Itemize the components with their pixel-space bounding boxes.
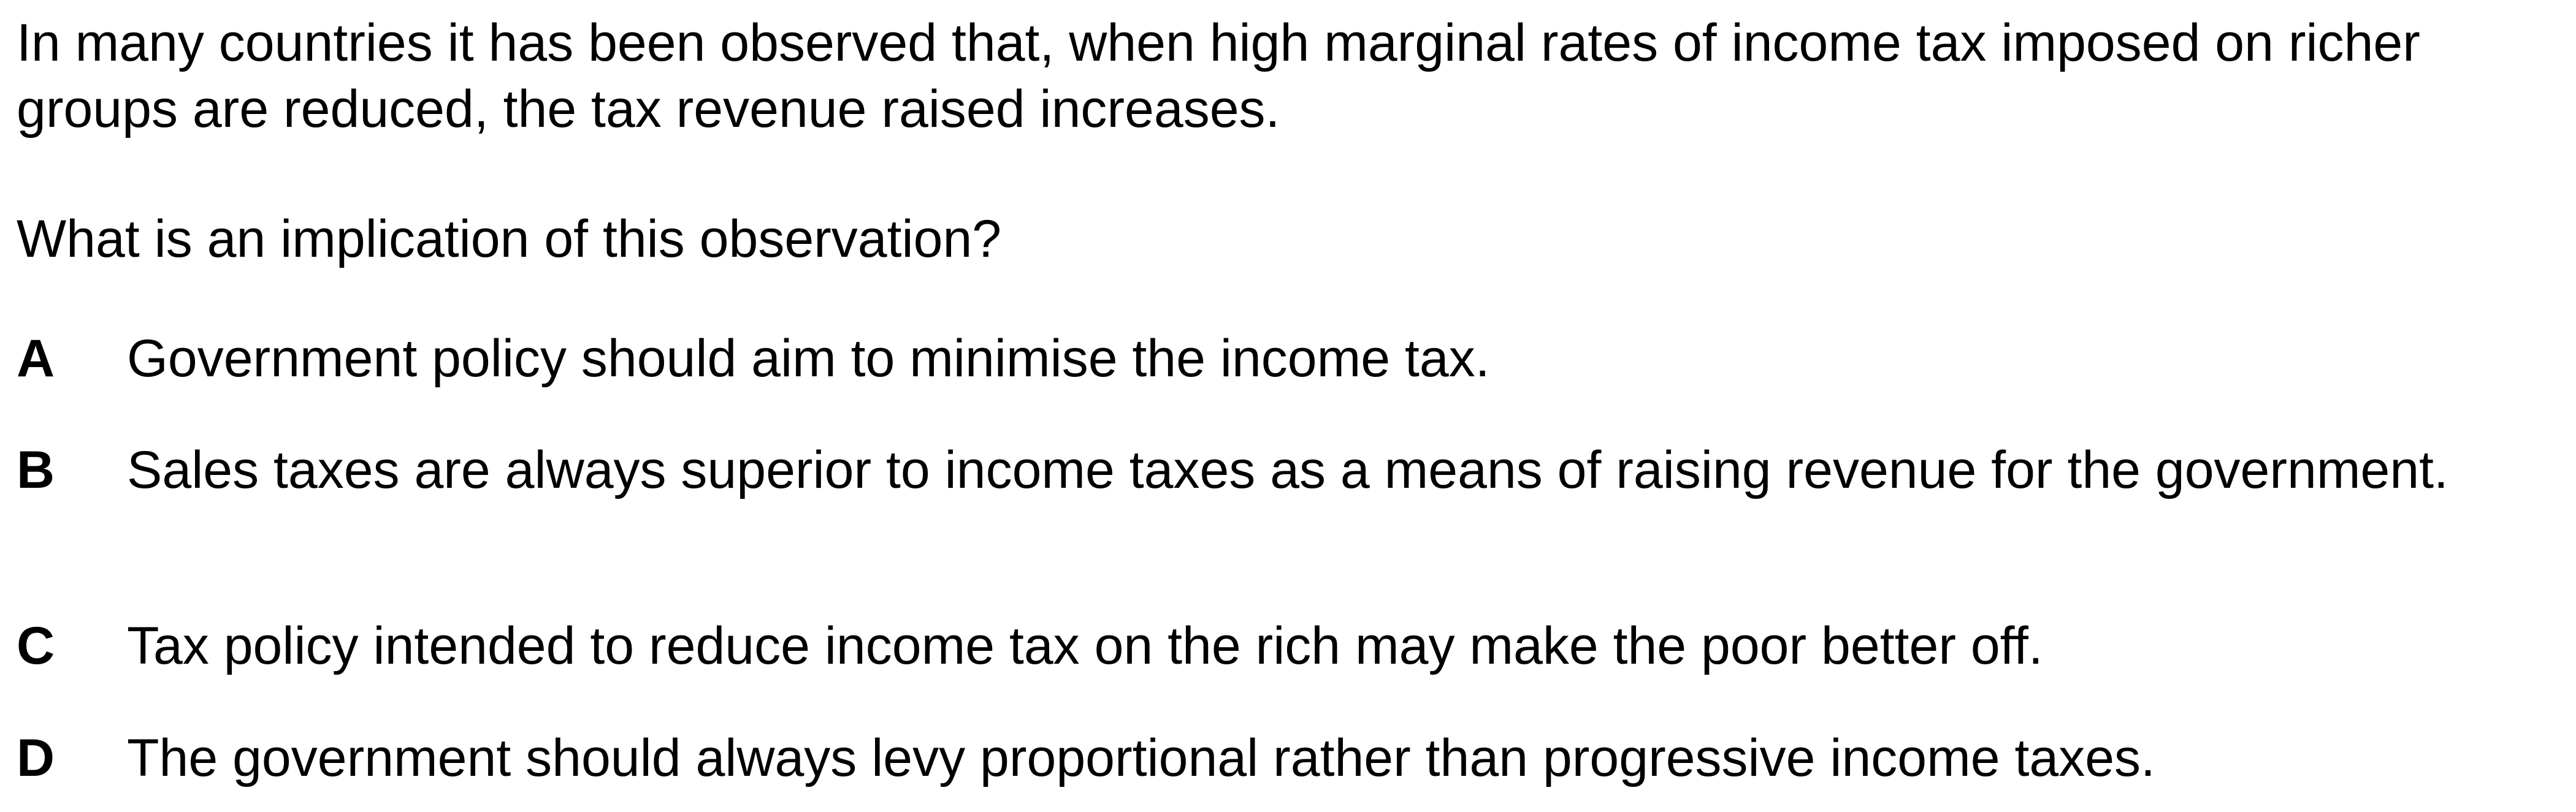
option-letter: B xyxy=(17,441,55,499)
option-text: Tax policy intended to reduce income tax… xyxy=(127,617,2043,675)
question-prompt: What is an implication of this observati… xyxy=(17,210,1002,268)
option-text: The government should always levy propor… xyxy=(127,729,2155,787)
option-text: Government policy should aim to minimise… xyxy=(127,329,1490,388)
option-letter: C xyxy=(17,617,55,675)
option-text: Sales taxes are always superior to incom… xyxy=(127,441,2448,499)
option-letter: A xyxy=(17,329,55,388)
option-letter: D xyxy=(17,729,55,787)
question-stem: In many countries it has been observed t… xyxy=(17,13,2420,138)
